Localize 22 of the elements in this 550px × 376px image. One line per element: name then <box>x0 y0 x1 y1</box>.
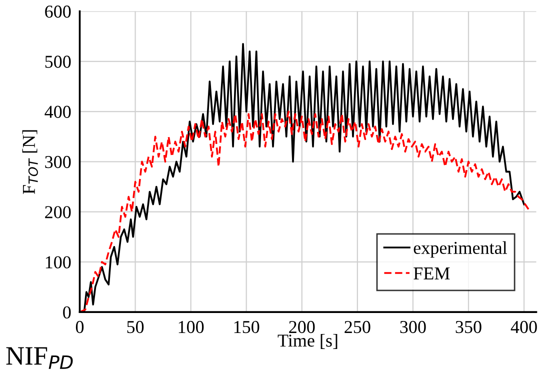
x-tick-label: 350 <box>456 320 482 334</box>
line-series <box>80 110 530 312</box>
x-tick-label: 150 <box>234 320 260 334</box>
y-tick-label: 0 <box>63 306 71 319</box>
y-tick-label: 500 <box>45 56 71 68</box>
y-tick-label: 200 <box>45 206 71 218</box>
x-tick-label: 200 <box>289 320 315 334</box>
legend-label: FEM <box>414 268 450 280</box>
y-tick-label: 300 <box>45 156 71 168</box>
x-tick-label: 50 <box>127 320 144 334</box>
x-tick-label: 400 <box>510 320 537 334</box>
y-tick-label: 400 <box>44 106 71 118</box>
x-tick-label: 250 <box>344 320 370 334</box>
x-tick-label: 100 <box>178 320 204 334</box>
legend-label: experimental <box>414 241 507 258</box>
text: NIF$_{PD}$ <box>6 347 73 369</box>
y-axis-title: F$_{TOT}$ [N] <box>22 130 38 194</box>
x-tick-label: 300 <box>400 320 426 334</box>
x-axis-title: Time [s] <box>278 334 338 349</box>
y-tick-label: 600 <box>45 6 71 18</box>
y-tick-label: 100 <box>46 256 71 268</box>
x-tick-label: 0 <box>76 320 84 334</box>
